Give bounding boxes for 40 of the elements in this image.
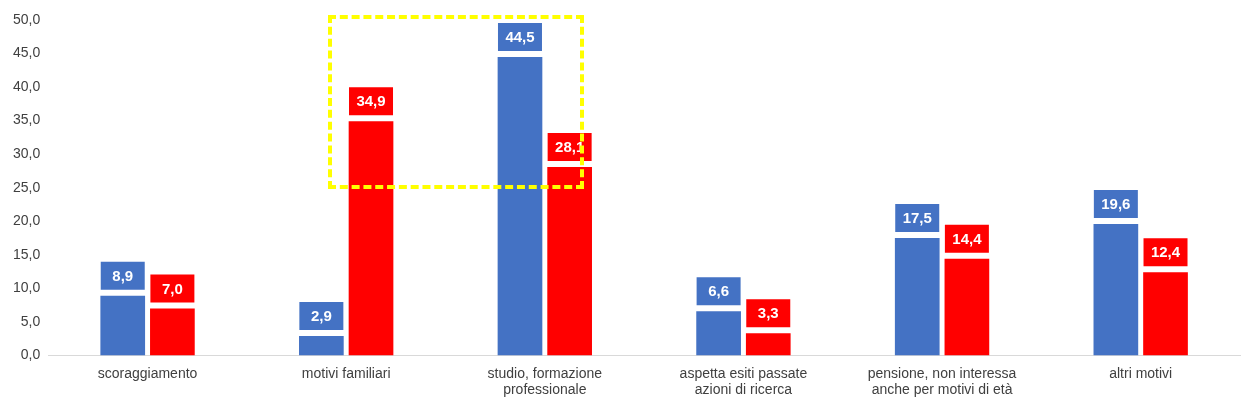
bar [100, 295, 146, 356]
bar [894, 238, 940, 356]
data-label: 34,9 [356, 92, 386, 110]
data-label: 14,4 [952, 229, 983, 247]
y-tick-label: 20,0 [13, 212, 41, 229]
bar [696, 311, 741, 356]
y-tick-label: 5,0 [20, 312, 41, 329]
bar [299, 335, 344, 356]
data-label: 17,5 [902, 209, 932, 227]
bar [348, 121, 394, 356]
bar [150, 308, 195, 356]
x-tick-label: scoraggiamento [97, 364, 198, 381]
data-label: 8,9 [112, 266, 134, 284]
data-label: 19,6 [1101, 195, 1131, 213]
y-tick-label: 10,0 [13, 279, 41, 296]
bar [944, 258, 990, 356]
y-tick-label: 35,0 [13, 111, 41, 128]
data-label: 44,5 [505, 28, 535, 46]
x-tick-label: motivi familiari [301, 364, 391, 381]
y-tick-label: 15,0 [13, 245, 41, 262]
bar [1093, 223, 1139, 356]
x-tick-label: pensione, non interessa anche per motivi di età [867, 364, 1017, 398]
data-label: 6,6 [708, 282, 730, 300]
bar [547, 166, 592, 356]
bar [1143, 272, 1188, 356]
y-tick-label: 0,0 [20, 346, 41, 363]
bar [745, 333, 791, 356]
y-tick-label: 30,0 [13, 145, 41, 162]
y-tick-label: 40,0 [13, 77, 41, 94]
data-label: 2,9 [310, 307, 332, 325]
y-tick-label: 25,0 [13, 178, 41, 195]
x-tick-label: aspetta esiti passate azioni di ricerca [679, 364, 808, 398]
data-label: 3,3 [757, 304, 779, 322]
data-label: 12,4 [1150, 243, 1181, 261]
x-tick-label: altri motivi [1109, 364, 1173, 381]
x-tick-label: studio, formazione professionale [487, 364, 603, 398]
y-tick-label: 50,0 [13, 10, 41, 27]
y-tick-label: 45,0 [13, 44, 41, 61]
bar [497, 56, 543, 356]
data-label: 7,0 [161, 279, 183, 297]
